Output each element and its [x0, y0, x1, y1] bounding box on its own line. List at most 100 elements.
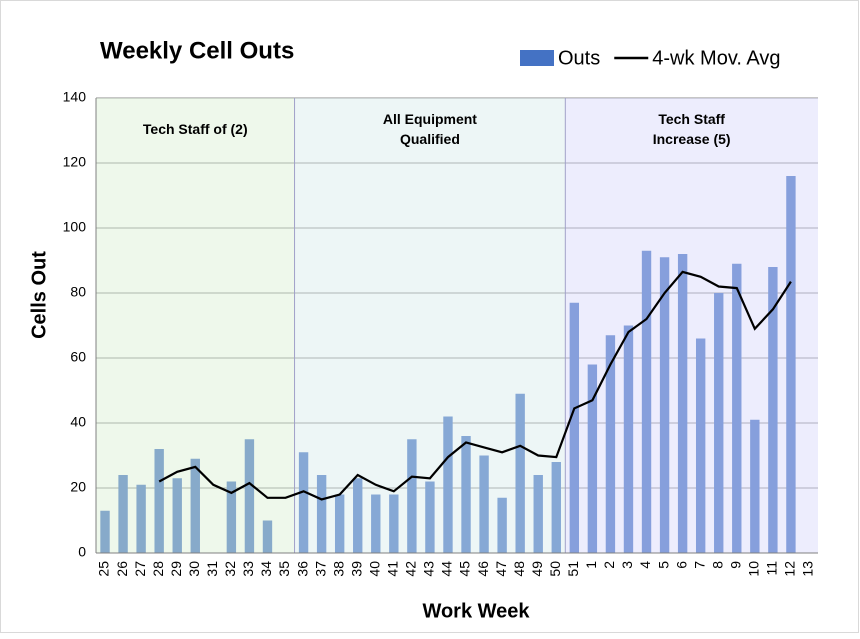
bar — [172, 478, 182, 553]
x-tick-label: 40 — [366, 561, 382, 577]
region-label-line: Increase (5) — [653, 131, 731, 147]
bar — [786, 176, 796, 553]
x-tick-label: 13 — [800, 561, 816, 577]
x-tick-label: 34 — [258, 561, 274, 577]
bar — [244, 439, 255, 553]
region — [294, 98, 566, 553]
y-tick-label: 40 — [70, 414, 86, 430]
bar — [262, 520, 273, 553]
x-tick-label: 29 — [168, 561, 184, 577]
bar — [389, 494, 399, 553]
x-tick-label: 11 — [764, 561, 780, 576]
region-label: Tech Staff Increase (5) — [653, 111, 731, 147]
bar — [623, 325, 634, 553]
bar — [100, 510, 110, 553]
bar — [569, 302, 580, 553]
x-tick-label: 25 — [96, 561, 112, 577]
x-tick-label: 35 — [276, 561, 292, 577]
x-tick-label: 8 — [709, 561, 725, 569]
x-tick-label: 50 — [547, 561, 563, 577]
x-tick-label: 27 — [132, 561, 148, 577]
y-tick-label: 120 — [63, 154, 87, 170]
x-tick-label: 44 — [439, 561, 455, 577]
x-tick-label: 45 — [457, 561, 473, 577]
bar — [750, 419, 760, 553]
bar — [659, 257, 670, 553]
x-tick-label: 41 — [385, 561, 401, 577]
legend-swatch — [520, 50, 554, 66]
x-tick-label: 28 — [150, 561, 166, 577]
x-tick-label: 38 — [330, 561, 346, 577]
bar — [425, 481, 435, 553]
x-tick-label: 48 — [511, 561, 527, 577]
bar — [479, 455, 489, 553]
bar — [605, 335, 616, 553]
region-label-line: Qualified — [400, 131, 460, 147]
bar — [353, 478, 363, 553]
bar — [316, 475, 327, 553]
x-tick-label: 30 — [186, 561, 202, 577]
bar — [533, 475, 543, 553]
bar — [497, 497, 507, 553]
bar — [461, 436, 471, 553]
region-label: All Equipment Qualified — [383, 111, 477, 147]
y-tick-label: 60 — [70, 349, 86, 365]
y-tick-label: 80 — [70, 284, 86, 300]
y-tick-label: 20 — [70, 479, 86, 495]
line-series — [158, 270, 792, 501]
bar — [551, 462, 561, 553]
x-tick-label: 51 — [565, 561, 581, 577]
region-label-line: Tech Staff of (2) — [143, 121, 248, 137]
bar — [515, 393, 525, 553]
bar — [334, 494, 345, 553]
x-tick-label: 7 — [691, 561, 707, 569]
x-tick-label: 3 — [619, 561, 635, 569]
bar — [190, 458, 200, 553]
bar — [714, 293, 724, 553]
x-tick-label: 26 — [114, 561, 130, 577]
y-tick-label: 0 — [78, 544, 86, 560]
bar — [226, 481, 237, 553]
bar — [695, 338, 706, 553]
region-label-line: Tech Staff — [658, 111, 725, 127]
x-tick-label: 47 — [493, 561, 509, 577]
y-tick-label: 140 — [63, 89, 87, 105]
x-axis-label: Work Week — [422, 600, 530, 622]
x-tick-label: 9 — [727, 561, 743, 569]
bar — [371, 494, 381, 553]
bar — [298, 452, 309, 553]
x-tick-label: 42 — [403, 561, 419, 577]
x-tick-label: 2 — [601, 561, 617, 569]
x-tick-label: 39 — [348, 561, 364, 577]
bar — [136, 484, 146, 553]
x-tick-label: 12 — [782, 561, 798, 577]
bar — [154, 449, 164, 553]
y-axis-label: Cells Out — [28, 251, 50, 339]
bar — [587, 364, 598, 553]
region — [96, 98, 295, 553]
bar — [407, 439, 417, 553]
chart-title: Weekly Cell Outs — [100, 37, 294, 64]
y-tick-label: 100 — [63, 219, 87, 235]
bar — [118, 475, 128, 553]
legend-label: 4-wk Mov. Avg — [652, 47, 780, 69]
bar — [443, 416, 453, 553]
x-tick-label: 10 — [746, 561, 762, 577]
x-tick-label: 36 — [294, 561, 310, 577]
bar — [768, 267, 778, 553]
bar — [677, 254, 688, 553]
x-tick-label: 46 — [475, 561, 491, 577]
x-tick-label: 49 — [529, 561, 545, 577]
region-label-line: All Equipment — [383, 111, 477, 127]
x-tick-label: 33 — [240, 561, 256, 577]
bar — [641, 250, 652, 553]
x-tick-label: 5 — [655, 561, 671, 569]
bar — [732, 263, 742, 553]
legend-label: Outs — [558, 47, 600, 69]
region-label: Tech Staff of (2) — [143, 121, 248, 137]
x-tick-label: 6 — [673, 561, 689, 569]
x-tick-label: 32 — [222, 561, 238, 577]
x-tick-label: 43 — [421, 561, 437, 577]
x-tick-label: 31 — [204, 561, 220, 577]
